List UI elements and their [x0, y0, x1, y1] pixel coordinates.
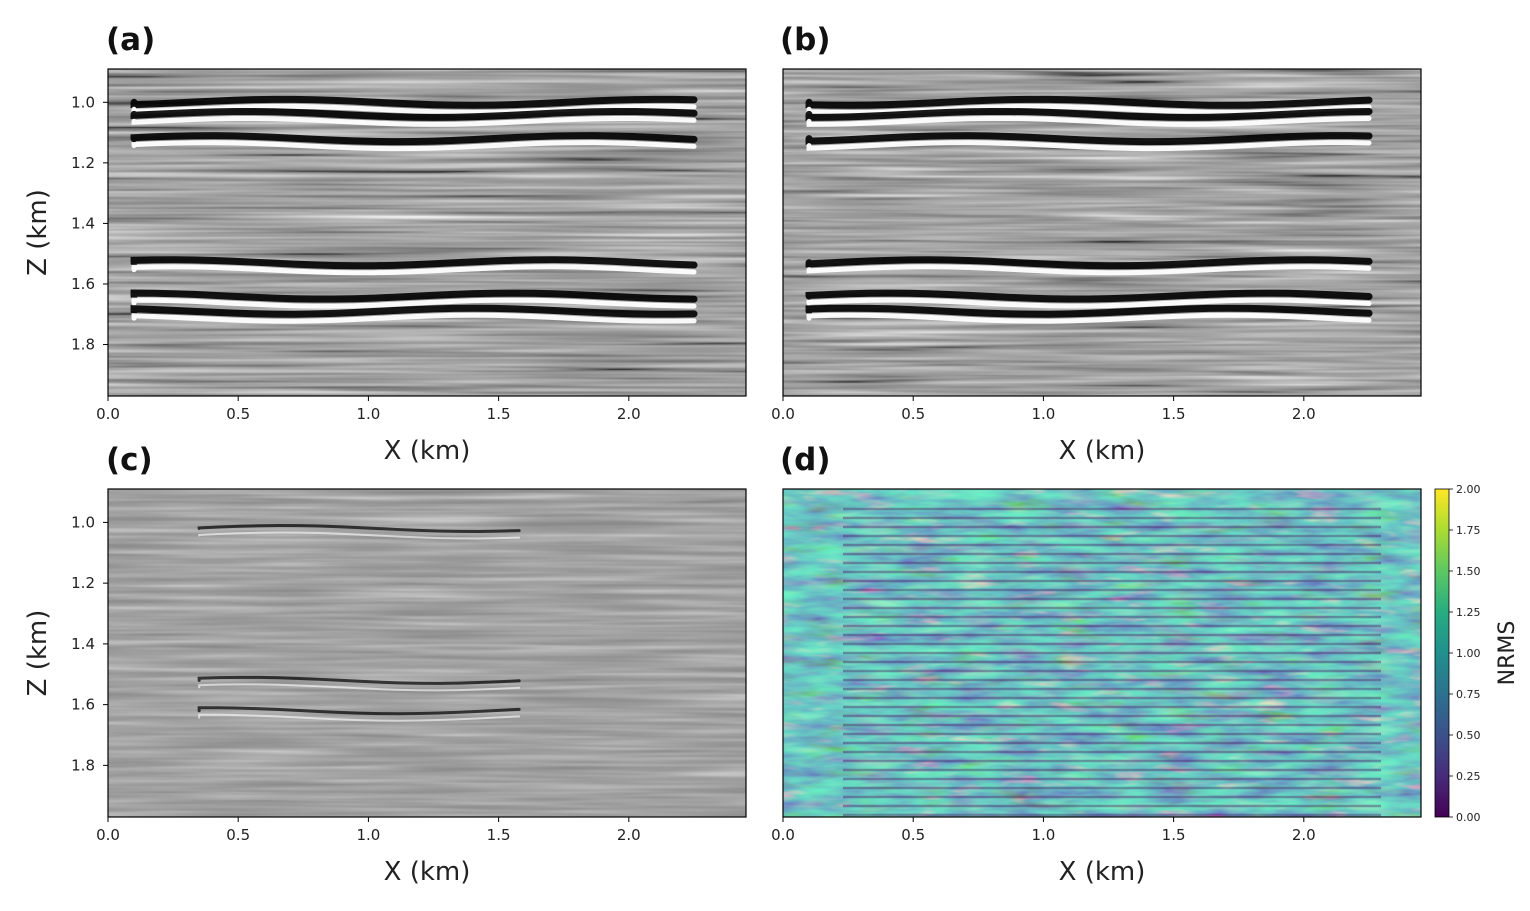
- colorbar-tick-label: 1.50: [1456, 565, 1481, 578]
- x-tick-label: 2.0: [617, 826, 641, 844]
- reflector-dark: [130, 95, 698, 109]
- panel-letter: (a): [106, 22, 155, 58]
- reflector-dark: [805, 95, 1373, 109]
- colorbar-tick-label: 0.00: [1456, 811, 1481, 824]
- reflector-bright: [198, 531, 521, 540]
- reflector-bright: [806, 140, 1372, 152]
- y-tick-label: 1.8: [71, 756, 95, 774]
- panel-letter: (c): [106, 442, 153, 478]
- reflectors: [130, 95, 698, 324]
- reflector-bright: [806, 297, 1372, 309]
- x-tick-label: 2.0: [1292, 405, 1316, 423]
- reflector-dark: [130, 289, 698, 303]
- panel-c: (c)0.0 0.5 1.0 1.5 2.0X (km)1.01.21.41.61.8Z…: [23, 442, 747, 887]
- reflector-bright: [806, 103, 1372, 115]
- x-axis-label: X (km): [1059, 436, 1146, 466]
- reflector-dark: [805, 132, 1373, 146]
- reflector-bright: [198, 683, 521, 692]
- x-tick-label: 0.0: [771, 405, 795, 423]
- x-tick-label: 1.0: [356, 405, 380, 423]
- panel-letter: (b): [780, 22, 831, 58]
- colorbar-gradient: [1434, 488, 1450, 818]
- reflector-dark: [130, 107, 698, 121]
- reflector-dark: [805, 256, 1373, 270]
- y-tick-label: 1.0: [71, 93, 95, 111]
- colorbar-tick-label: 2.00: [1456, 483, 1481, 496]
- x-tick-label: 0.5: [901, 826, 925, 844]
- colorbar-label: NRMS: [1495, 621, 1520, 686]
- colorbar-tick-label: 1.25: [1456, 606, 1481, 619]
- reflectors: [197, 523, 521, 722]
- image-texture: [783, 489, 1421, 817]
- x-tick-label: 0.0: [771, 826, 795, 844]
- y-tick-label: 1.6: [71, 696, 95, 714]
- reflector-bright: [131, 312, 697, 324]
- reflector-bright: [131, 264, 697, 276]
- reflector-bright: [806, 115, 1372, 127]
- x-tick-label: 1.0: [1031, 826, 1055, 844]
- reflector-bright: [806, 264, 1372, 276]
- x-axis-label: X (km): [384, 436, 471, 466]
- colorbar-tick-label: 0.25: [1456, 770, 1481, 783]
- x-axis-label: X (km): [1059, 857, 1146, 887]
- reflector-bright: [131, 297, 697, 309]
- y-tick-label: 1.2: [71, 154, 95, 172]
- x-tick-label: 0.5: [226, 826, 250, 844]
- y-axis-label: Z (km): [23, 610, 53, 697]
- x-tick-label: 0.5: [226, 405, 250, 423]
- x-tick-label: 1.5: [1162, 405, 1186, 423]
- panel-letter: (d): [780, 442, 831, 478]
- x-axis-label: X (km): [384, 857, 471, 887]
- y-tick-label: 1.8: [71, 336, 95, 354]
- reflector-dark: [130, 132, 698, 146]
- colorbar-tick-label: 0.75: [1456, 688, 1481, 701]
- reflector-bright: [131, 115, 697, 127]
- colorbar-tick-label: 0.50: [1456, 729, 1481, 742]
- y-axis-label: Z (km): [23, 189, 53, 276]
- panel-a: (a)0.0 0.5 1.0 1.5 2.0X (km)1.01.21.41.61.8Z…: [23, 22, 747, 466]
- reflector-dark: [130, 304, 698, 318]
- image-texture: [108, 489, 746, 817]
- y-tick-label: 1.0: [71, 513, 95, 531]
- panel-b: (b) 0.0 0.5 1.0 1.5 2.0 X (km): [771, 22, 1422, 466]
- x-tick-label: 1.5: [1162, 826, 1186, 844]
- x-tick-label: 1.0: [356, 826, 380, 844]
- reflector-bright: [806, 312, 1372, 324]
- x-tick-label: 0.0: [96, 405, 120, 423]
- reflector-bright: [198, 713, 521, 722]
- reflector-dark: [805, 289, 1373, 303]
- axes-frame: [782, 488, 1422, 818]
- reflector-bright: [131, 140, 697, 152]
- x-tick-label: 1.5: [487, 826, 511, 844]
- reflector-dark: [805, 304, 1373, 318]
- reflector-dark: [805, 107, 1373, 121]
- reflector-dark: [197, 706, 521, 716]
- panel-d: (d) 0.0 0.5 1.0 1.5 2.0 X (km) 0.00 0.25 0.50 0.75…: [771, 442, 1520, 887]
- colorbar: 0.00 0.25 0.50 0.75 1.00 1.25 1.50 1.75 2.00 NRMS: [1434, 483, 1520, 824]
- x-tick-label: 2.0: [617, 405, 641, 423]
- x-tick-label: 0.0: [96, 826, 120, 844]
- nrms-bands: [843, 507, 1381, 817]
- reflector-bright: [131, 103, 697, 115]
- colorbar-tick-label: 1.00: [1456, 647, 1481, 660]
- reflector-dark: [197, 675, 521, 685]
- axes-frame: [107, 488, 747, 818]
- y-tick-label: 1.4: [71, 214, 95, 232]
- reflectors: [805, 95, 1373, 324]
- y-tick-label: 1.4: [71, 635, 95, 653]
- y-tick-label: 1.2: [71, 574, 95, 592]
- reflector-dark: [197, 523, 521, 533]
- axes-frame: [107, 68, 747, 397]
- x-tick-label: 0.5: [901, 405, 925, 423]
- colorbar-tick-label: 1.75: [1456, 524, 1481, 537]
- y-tick-label: 1.6: [71, 275, 95, 293]
- x-tick-label: 1.5: [487, 405, 511, 423]
- x-tick-label: 2.0: [1292, 826, 1316, 844]
- x-tick-label: 1.0: [1031, 405, 1055, 423]
- reflector-dark: [130, 256, 698, 270]
- axes-frame: [782, 68, 1422, 397]
